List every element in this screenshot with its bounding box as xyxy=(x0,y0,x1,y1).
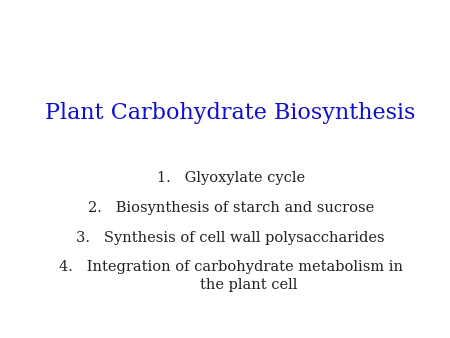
Text: 1.   Glyoxylate cycle: 1. Glyoxylate cycle xyxy=(157,171,305,185)
Text: Plant Carbohydrate Biosynthesis: Plant Carbohydrate Biosynthesis xyxy=(45,102,416,124)
Text: 3.   Synthesis of cell wall polysaccharides: 3. Synthesis of cell wall polysaccharide… xyxy=(76,231,385,245)
Text: 4.   Integration of carbohydrate metabolism in
        the plant cell: 4. Integration of carbohydrate metabolis… xyxy=(58,261,403,292)
Text: 2.   Biosynthesis of starch and sucrose: 2. Biosynthesis of starch and sucrose xyxy=(87,201,374,215)
